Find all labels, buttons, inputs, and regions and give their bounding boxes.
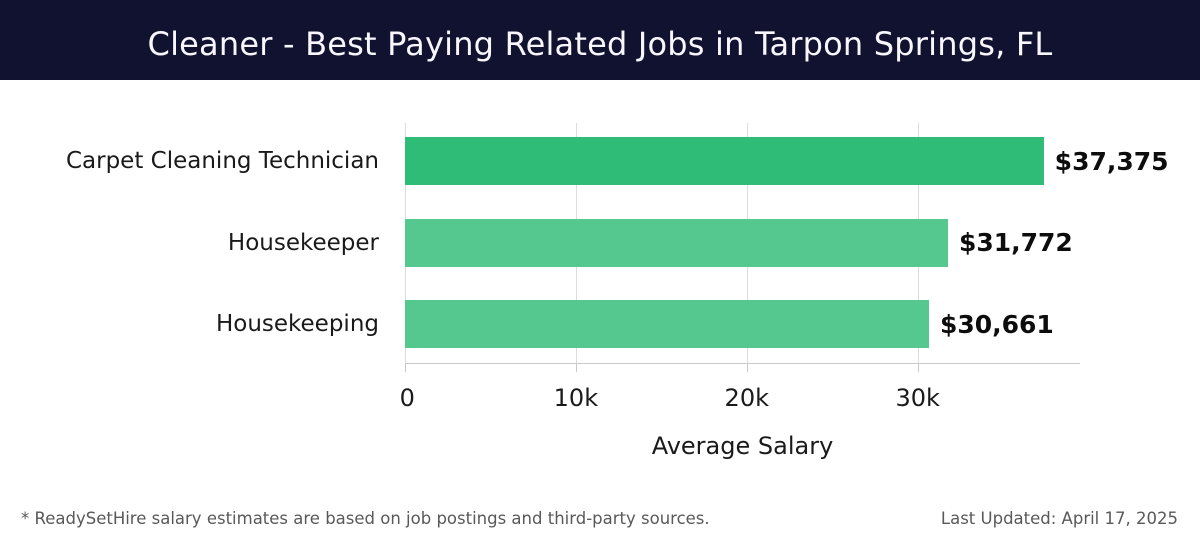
category-label: Carpet Cleaning Technician <box>65 148 379 174</box>
x-tick-mark <box>405 363 406 372</box>
category-label: Housekeeper <box>227 229 379 256</box>
chart-title: Cleaner - Best Paying Related Jobs in Ta… <box>147 25 1053 63</box>
bar-value-label: $30,661 <box>939 309 1054 339</box>
x-tick-mark <box>575 363 577 372</box>
disclaimer-text: * ReadySetHire salary estimates are base… <box>21 509 710 528</box>
x-axis-line <box>405 363 1080 364</box>
x-tick-mark <box>746 363 748 372</box>
plot-area: $37,375 $31,772 $30,661 <box>405 123 1169 372</box>
category-labels: Carpet Cleaning Technician Housekeeper Hou… <box>0 123 392 363</box>
bar <box>405 137 1044 185</box>
bar <box>405 218 948 267</box>
title-bar: Cleaner - Best Paying Related Jobs in Ta… <box>0 0 1200 80</box>
last-updated-text: Last Updated: April 17, 2025 <box>940 509 1178 528</box>
footer: * ReadySetHire salary estimates are base… <box>0 509 1200 528</box>
x-tick-labels: 0 10k 20k 30k <box>400 382 1080 414</box>
bar-value-label: $37,375 <box>1054 146 1169 176</box>
bar <box>405 300 929 348</box>
category-label: Housekeeping <box>215 311 379 337</box>
bar-value-label: $31,772 <box>958 228 1073 257</box>
x-tick-label: 30k <box>895 384 940 412</box>
x-tick-label: 10k <box>553 384 599 412</box>
x-tick-label: 20k <box>724 384 769 412</box>
x-tick-mark <box>917 363 919 372</box>
x-axis-title: Average Salary <box>651 432 834 460</box>
x-tick-label: 0 <box>399 384 415 412</box>
